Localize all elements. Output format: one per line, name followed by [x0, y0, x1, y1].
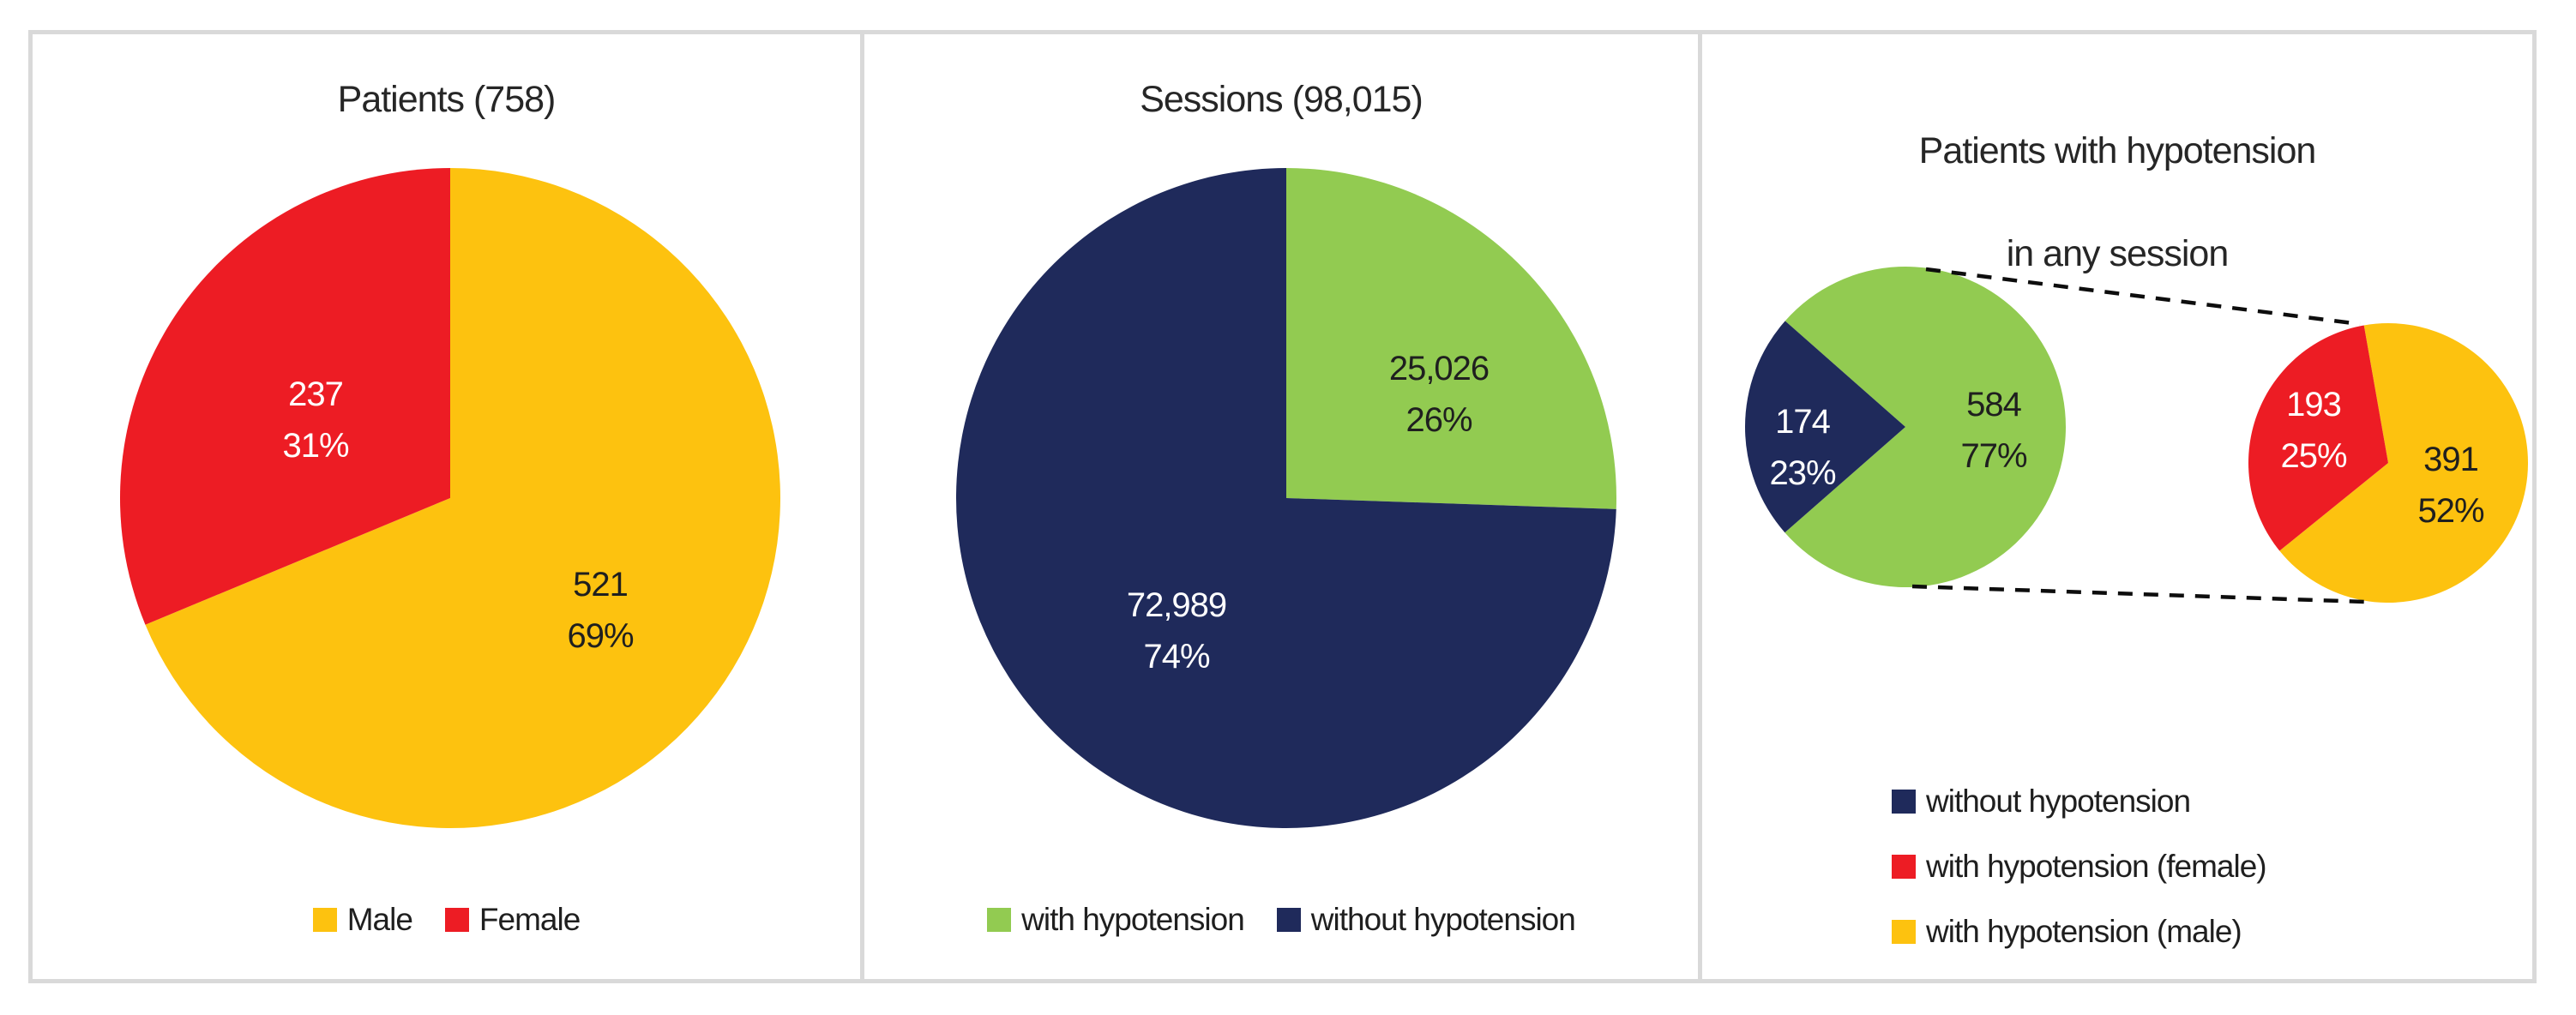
- legend-swatch-male: [312, 908, 337, 932]
- slice-value: 72,989: [1126, 586, 1227, 624]
- legend-swatch-with-hypotension-male: [1892, 920, 1916, 944]
- slice-value: 584: [1966, 386, 2022, 423]
- legend-label-without-hypotension: without hypotension: [1310, 902, 1576, 937]
- slice-value: 391: [2423, 441, 2479, 478]
- legend-hypotension-breakdown: without hypotension with hypotension (fe…: [1892, 781, 2267, 952]
- slice-percent: 69%: [567, 617, 634, 655]
- legend-swatch-without-hypotension: [1892, 790, 1916, 814]
- panel-sessions: Sessions (98,015) with hypotension witho…: [860, 30, 1702, 983]
- legend-sessions: with hypotension without hypotension: [864, 902, 1698, 938]
- chart-title-sessions: Sessions (98,015): [1140, 79, 1423, 120]
- legend-item-without-hypotension: without hypotension: [1276, 902, 1576, 938]
- slice-label-female: 237 31%: [282, 369, 349, 471]
- legend-item-with-hypotension-male: with hypotension (male): [1892, 911, 2266, 952]
- slice-label-hypotension-male: 391 52%: [2417, 434, 2484, 537]
- panel-patients: Patients (758) Male Female: [28, 30, 864, 983]
- slice-percent: 25%: [2280, 437, 2347, 475]
- slice-percent: 77%: [1960, 437, 2027, 475]
- slice-percent: 23%: [1769, 454, 1836, 492]
- legend-item-female: Female: [444, 902, 581, 938]
- legend-item-with-hypotension: with hypotension: [987, 902, 1245, 938]
- legend-item-without-hypotension: without hypotension: [1892, 781, 2266, 822]
- legend-label-without-hypotension: without hypotension: [1926, 784, 2191, 819]
- legend-label-male: Male: [346, 902, 413, 937]
- legend-label-with-hypotension-male: with hypotension (male): [1926, 914, 2242, 949]
- slice-value: 237: [288, 375, 344, 413]
- chart-title-line-1: Patients with hypotension: [1918, 130, 2317, 171]
- chart-title-line-2: in any session: [2006, 233, 2229, 274]
- legend-swatch-without-hypotension: [1276, 908, 1301, 932]
- slice-percent: 74%: [1143, 638, 1210, 676]
- legend-label-with-hypotension: with hypotension: [1021, 902, 1245, 937]
- slice-value: 174: [1775, 403, 1831, 441]
- panel-patients-with-hypotension: Patients with hypotension in any session…: [1698, 30, 2537, 983]
- legend-item-male: Male: [312, 902, 413, 938]
- slice-label-sessions-with-hypotension: 25,026 26%: [1388, 343, 1490, 446]
- slice-label-sessions-without-hypotension: 72,989 74%: [1126, 580, 1227, 682]
- slice-percent: 31%: [282, 427, 349, 465]
- legend-item-with-hypotension-female: with hypotension (female): [1892, 846, 2267, 887]
- chart-title-patients: Patients (758): [337, 79, 557, 120]
- slice-label-patients-with-hypotension: 584 77%: [1960, 379, 2027, 482]
- slice-value: 193: [2286, 386, 2342, 423]
- legend-patients: Male Female: [33, 902, 860, 938]
- legend-swatch-with-hypotension: [987, 908, 1012, 932]
- slice-label-patients-without-hypotension: 174 23%: [1769, 396, 1836, 499]
- legend-swatch-with-hypotension-female: [1892, 855, 1916, 879]
- chart-title-patients-with-hypotension: Patients with hypotension in any session: [1702, 74, 2532, 279]
- slice-label-hypotension-female: 193 25%: [2280, 379, 2347, 482]
- legend-swatch-female: [444, 908, 469, 932]
- slice-label-male: 521 69%: [567, 559, 634, 662]
- legend-label-female: Female: [478, 902, 581, 937]
- slice-value: 521: [573, 566, 629, 604]
- slice-percent: 52%: [2417, 492, 2484, 530]
- slice-percent: 26%: [1405, 401, 1472, 439]
- legend-label-with-hypotension-female: with hypotension (female): [1926, 849, 2267, 884]
- slice-value: 25,026: [1388, 350, 1490, 387]
